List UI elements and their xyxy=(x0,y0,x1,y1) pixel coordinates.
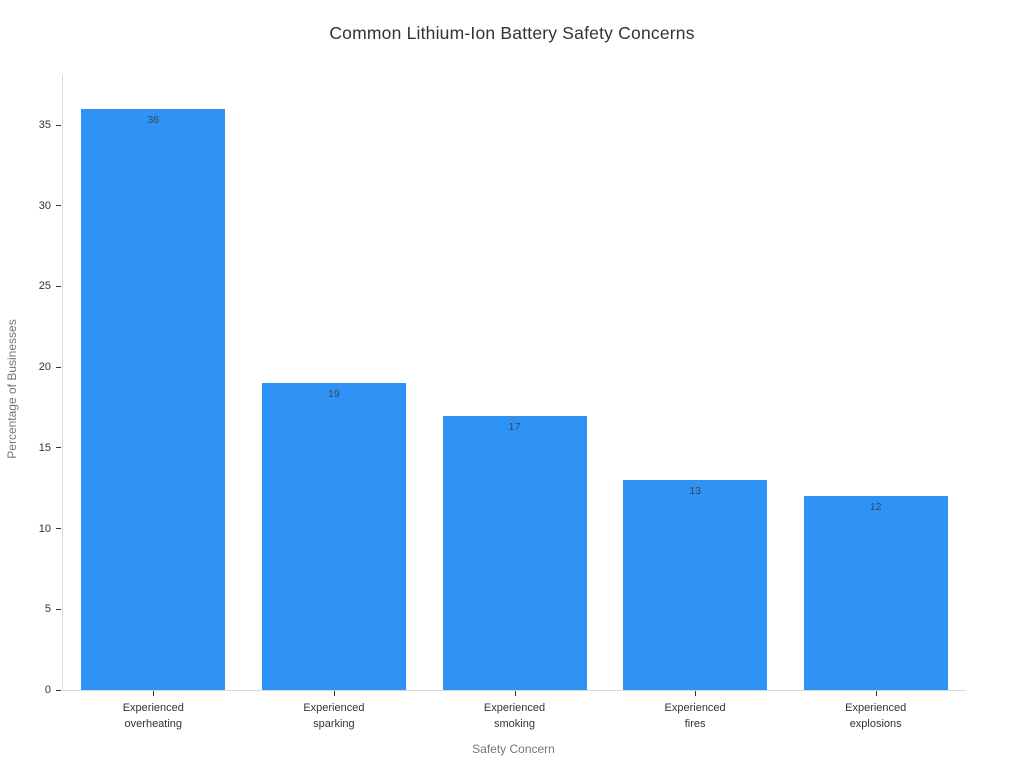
x-axis-title: Safety Concern xyxy=(472,742,555,756)
bar-value-label: 17 xyxy=(508,420,521,433)
bar-value-label: 12 xyxy=(869,501,882,514)
x-tick-mark xyxy=(333,691,335,696)
y-tick-mark xyxy=(56,608,61,610)
y-tick-label: 25 xyxy=(38,280,51,293)
x-category-label: Experienced overheating xyxy=(122,702,184,730)
y-tick-label: 5 xyxy=(44,603,51,616)
x-category-label: Experienced fires xyxy=(664,702,726,730)
bar xyxy=(442,415,587,690)
y-tick-mark xyxy=(56,689,61,691)
y-tick-label: 35 xyxy=(38,119,51,132)
x-tick-mark xyxy=(514,691,516,696)
bar-value-label: 36 xyxy=(147,113,160,126)
chart-title: Common Lithium-Ion Battery Safety Concer… xyxy=(329,23,695,43)
x-category-label: Experienced explosions xyxy=(845,702,907,730)
y-tick-label: 30 xyxy=(38,199,51,212)
bar xyxy=(623,480,768,690)
bar xyxy=(803,496,948,690)
y-tick-mark xyxy=(56,366,61,368)
y-tick-mark xyxy=(56,205,61,207)
plot-area: 0 5 10 15 20 25 30 35 36 Experienced overheating 1… xyxy=(39,75,966,730)
x-tick-mark xyxy=(153,691,155,696)
x-tick-mark xyxy=(695,691,697,696)
bar-value-label: 13 xyxy=(689,485,701,498)
y-axis-title: Percentage of Businesses xyxy=(5,319,19,459)
y-tick-mark xyxy=(56,528,61,530)
bar xyxy=(81,108,226,690)
y-tick-mark xyxy=(56,285,61,287)
bar-value-label: 19 xyxy=(328,388,340,401)
y-tick-mark xyxy=(56,447,61,449)
bar xyxy=(261,383,406,690)
x-tick-mark xyxy=(875,691,877,696)
x-category-label: Experienced sparking xyxy=(303,702,365,730)
y-tick-mark xyxy=(56,124,61,126)
y-tick-label: 20 xyxy=(38,361,51,374)
y-tick-label: 10 xyxy=(38,522,51,535)
y-tick-label: 15 xyxy=(38,441,51,454)
x-category-label: Experienced smoking xyxy=(483,702,546,730)
y-tick-label: 0 xyxy=(44,684,51,696)
